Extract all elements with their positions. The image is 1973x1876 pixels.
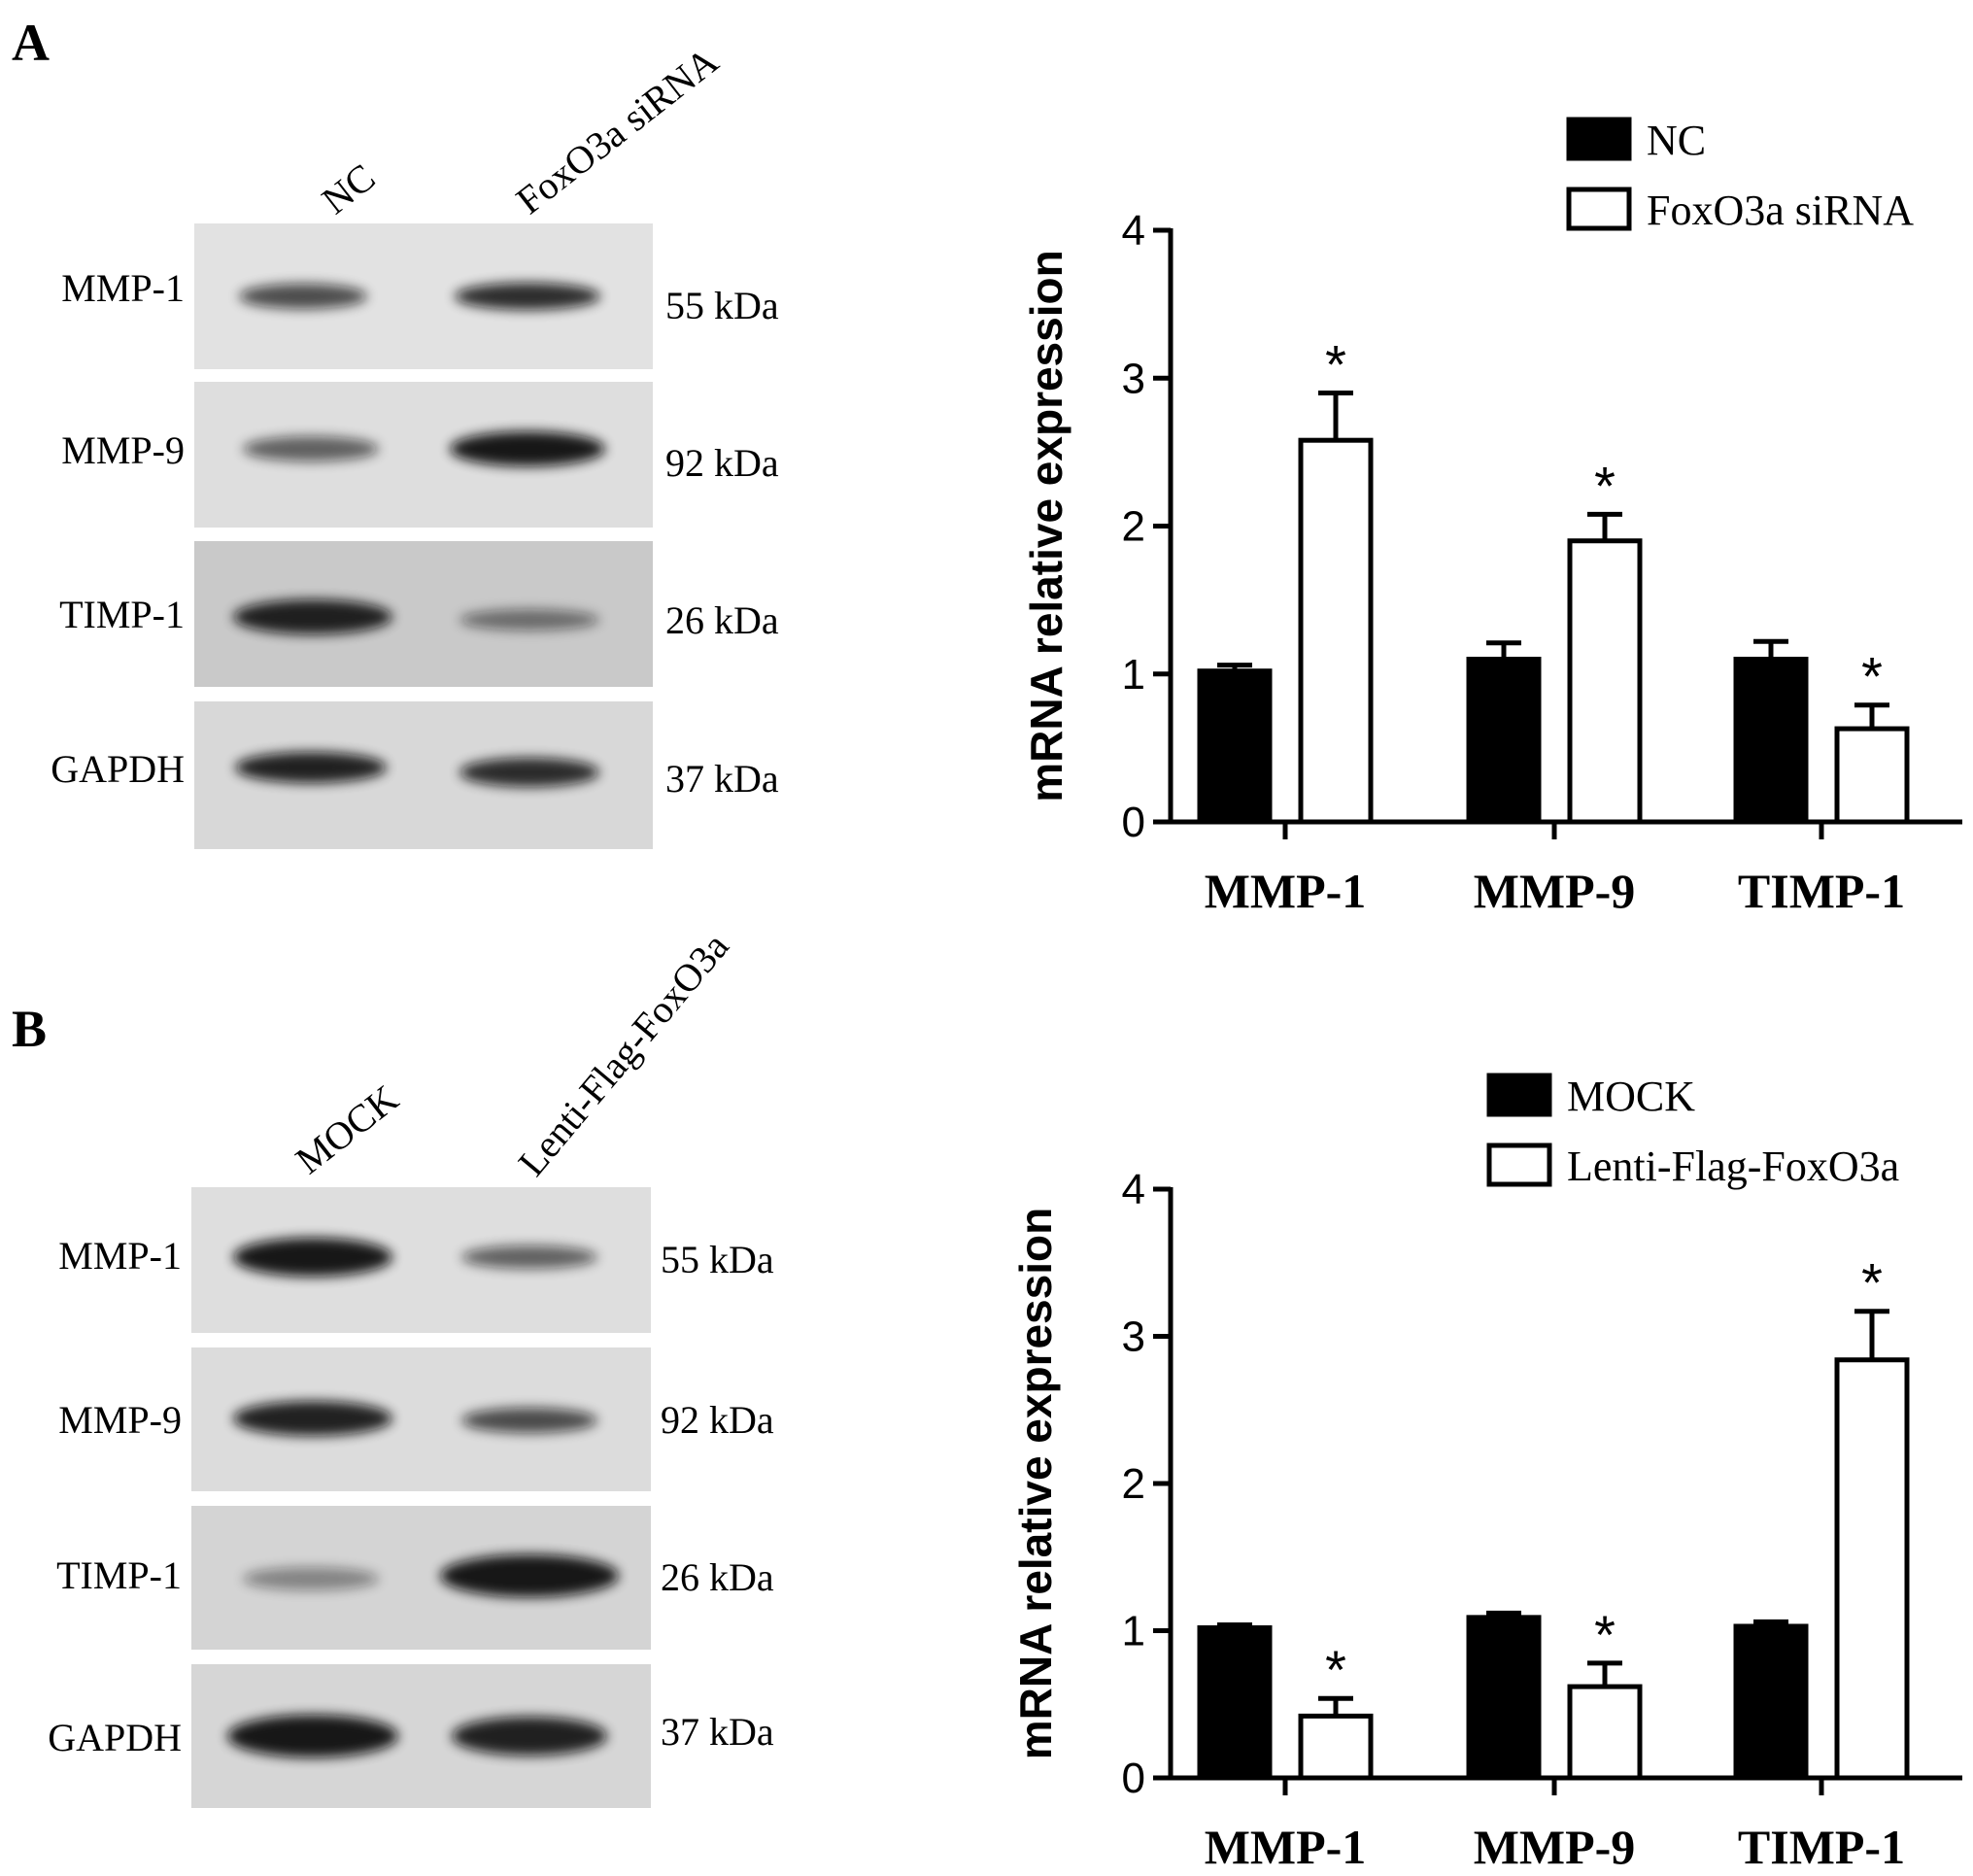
protein-name: TIMP-1 — [59, 593, 185, 636]
legend-label: FoxO3a siRNA — [1647, 187, 1914, 234]
bar — [1834, 726, 1910, 825]
lane-label: MOCK — [288, 1076, 406, 1182]
protein-band — [233, 1238, 392, 1277]
protein-band — [461, 1408, 597, 1433]
protein-name: MMP-9 — [61, 428, 185, 472]
protein-band — [235, 752, 387, 783]
molecular-weight: 26 kDa — [665, 598, 779, 642]
y-tick-label: 2 — [1122, 503, 1145, 551]
western-blot-a: NC FoxO3a siRNA MMP-1 55 kDa MMP-9 92 kD… — [51, 39, 779, 849]
x-tick-label: MMP-1 — [1205, 1820, 1367, 1874]
x-tick-label: MMP-9 — [1474, 1820, 1636, 1874]
bar — [1733, 1623, 1809, 1781]
y-tick-label: 3 — [1122, 1313, 1145, 1361]
molecular-weight: 37 kDa — [661, 1710, 774, 1754]
protein-band — [233, 599, 392, 634]
significance-marker: * — [1325, 1639, 1346, 1700]
protein-band — [233, 1401, 392, 1436]
blot-row: TIMP-1 26 kDa — [56, 1506, 774, 1650]
panel-letter-a: A — [12, 14, 50, 72]
bar — [1197, 668, 1273, 825]
blot-row: MMP-1 55 kDa — [58, 1187, 774, 1333]
legend-label: Lenti-Flag-FoxO3a — [1567, 1143, 1899, 1190]
protein-band — [227, 1715, 398, 1757]
bar — [1298, 437, 1374, 825]
western-blot-b: MOCK Lenti-Flag-FoxO3a MMP-1 55 kDa MMP-… — [48, 924, 774, 1808]
significance-marker: * — [1861, 1252, 1883, 1313]
legend-label: MOCK — [1567, 1073, 1695, 1120]
bar — [1466, 1615, 1542, 1781]
molecular-weight: 55 kDa — [661, 1238, 774, 1281]
molecular-weight: 92 kDa — [665, 441, 779, 485]
protein-name: MMP-1 — [61, 266, 185, 310]
significance-marker: * — [1594, 455, 1616, 516]
bar — [1567, 1684, 1643, 1781]
x-tick-label: MMP-1 — [1205, 864, 1367, 918]
legend-swatch — [1486, 1073, 1552, 1117]
significance-marker: * — [1861, 646, 1883, 707]
x-tick-label: TIMP-1 — [1738, 1820, 1905, 1874]
protein-band — [243, 436, 379, 461]
y-tick-label: 3 — [1122, 355, 1145, 402]
bar — [1834, 1357, 1910, 1781]
blot-row: GAPDH 37 kDa — [48, 1664, 774, 1808]
bar — [1298, 1713, 1374, 1781]
x-tick-label: TIMP-1 — [1738, 864, 1905, 918]
protein-name: MMP-9 — [58, 1398, 182, 1442]
protein-name: GAPDH — [51, 747, 185, 791]
bar — [1567, 538, 1643, 825]
protein-name: TIMP-1 — [56, 1553, 182, 1597]
protein-name: GAPDH — [48, 1716, 182, 1759]
protein-band — [455, 283, 600, 310]
protein-band — [461, 1245, 597, 1269]
protein-band — [243, 1567, 379, 1590]
blot-row: MMP-1 55 kDa — [61, 223, 779, 369]
molecular-weight: 26 kDa — [661, 1555, 774, 1599]
y-tick-label: 2 — [1122, 1460, 1145, 1508]
y-tick-label: 0 — [1122, 799, 1145, 846]
y-axis-label: mRNA relative expression — [1010, 1208, 1061, 1759]
bar — [1197, 1624, 1273, 1781]
molecular-weight: 92 kDa — [661, 1398, 774, 1442]
y-tick-label: 1 — [1122, 1608, 1145, 1655]
y-tick-label: 4 — [1122, 207, 1145, 255]
significance-marker: * — [1594, 1604, 1616, 1665]
y-tick-label: 1 — [1122, 651, 1145, 699]
blot-row: TIMP-1 26 kDa — [59, 541, 779, 687]
protein-band — [459, 758, 599, 787]
lane-label: NC — [314, 154, 384, 222]
bar — [1733, 657, 1809, 825]
protein-band — [452, 1717, 607, 1756]
bar — [1466, 657, 1542, 825]
protein-band — [440, 1554, 619, 1597]
protein-name: MMP-1 — [58, 1234, 182, 1278]
y-tick-label: 4 — [1122, 1166, 1145, 1213]
legend-label: NC — [1647, 117, 1706, 164]
protein-band — [450, 431, 605, 466]
x-tick-label: MMP-9 — [1474, 864, 1636, 918]
significance-marker: * — [1325, 333, 1346, 394]
y-tick-label: 0 — [1122, 1755, 1145, 1802]
protein-band — [239, 284, 367, 309]
panel-letter-b: B — [12, 1000, 47, 1058]
legend-swatch — [1566, 187, 1632, 231]
legend-swatch — [1566, 117, 1632, 161]
legend-swatch — [1486, 1143, 1552, 1187]
lane-label: FoxO3a siRNA — [508, 39, 727, 222]
y-axis-label: mRNA relative expression — [1021, 250, 1072, 802]
blot-row: MMP-9 92 kDa — [61, 382, 779, 528]
protein-band — [459, 609, 599, 631]
blot-row: MMP-9 92 kDa — [58, 1347, 774, 1491]
blot-row: GAPDH 37 kDa — [51, 701, 779, 849]
molecular-weight: 37 kDa — [665, 757, 779, 801]
bar-chart-a: 0 1 2 3 4 mRNA relative expression MMP-1 * MMP-9… — [1021, 117, 1962, 918]
bar-chart-b: 0 1 2 3 4 mRNA relative expression MMP-1 * MMP-9… — [1010, 1073, 1962, 1874]
molecular-weight: 55 kDa — [665, 284, 779, 327]
lane-label: Lenti-Flag-FoxO3a — [509, 924, 737, 1183]
